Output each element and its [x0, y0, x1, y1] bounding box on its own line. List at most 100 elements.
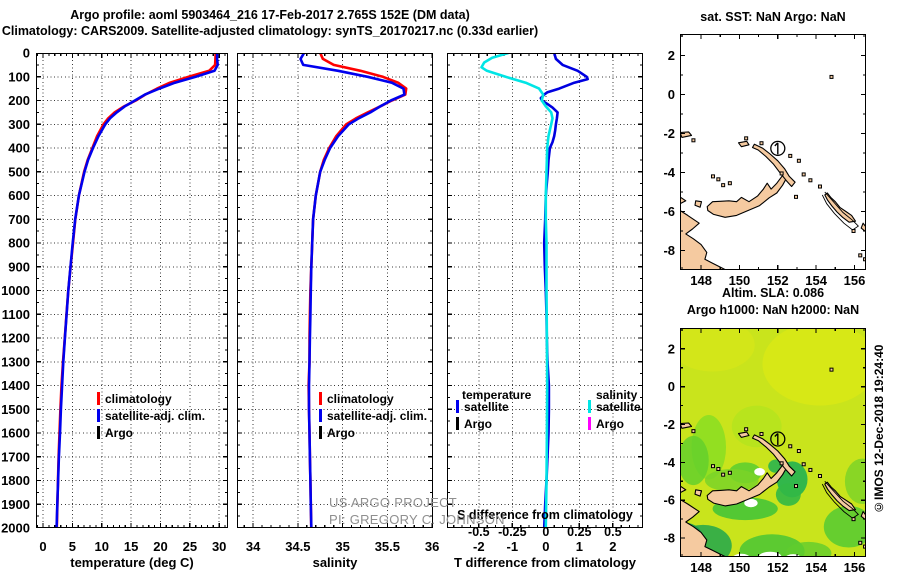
- legend-label: climatology: [105, 391, 172, 406]
- imos-credit: ©IMOS 12-Dec-2018 19:24:40: [872, 344, 886, 514]
- x-tick-label: 34.5: [285, 539, 310, 554]
- s-argo-line-swatch: [588, 417, 591, 430]
- panel-border: [679, 33, 867, 271]
- difference-profile-area: [447, 53, 643, 528]
- s-tick-label: 0.5: [604, 525, 621, 539]
- x-tick-label: 34: [246, 539, 261, 554]
- sst-map-labels: 148 150 152 154 156 2 0 -2 -4 -6 -8: [663, 48, 865, 288]
- depth-tick-label: 700: [8, 212, 30, 227]
- x-tick-label: 30: [212, 539, 226, 554]
- lat-tick-label: 2: [668, 341, 675, 356]
- s-tick-label: 0: [542, 525, 549, 539]
- figure-title-line1: Argo profile: aoml 5903464_216 17-Feb-20…: [70, 8, 470, 22]
- land-new-britain: [706, 464, 787, 507]
- depth-tick-label: 1600: [1, 426, 30, 441]
- legend-label: satellite-adj. clim.: [105, 408, 206, 423]
- depth-tick-label: 1100: [2, 307, 30, 322]
- legend-item-t-satellite: satellite: [456, 398, 509, 415]
- panel-border: [679, 327, 867, 558]
- legend-label: climatology: [327, 391, 394, 406]
- sla-patch: [785, 541, 832, 557]
- t-difference-axis-label: T difference from climatology: [453, 555, 637, 570]
- depth-tick-label: 200: [8, 93, 30, 108]
- legend-label: satellite-adj. clim.: [327, 408, 428, 423]
- climatology-line-swatch: [97, 392, 100, 405]
- depth-tick-label: 0: [23, 46, 30, 61]
- depth-tick-label: 300: [8, 117, 30, 132]
- temperature-profile-area: [36, 53, 228, 528]
- legend-label: Argo: [464, 416, 492, 431]
- legend-label: satellite: [464, 399, 509, 414]
- sla-map: 148 150 152 154 156 2 0 -2 -4 -6 -8: [663, 327, 867, 575]
- x-tick-label: 1: [576, 539, 583, 554]
- depth-tick-label: 600: [8, 188, 30, 203]
- legend-label: Argo: [596, 416, 624, 431]
- land-umboi: [694, 489, 703, 497]
- lat-tick-label: -6: [663, 204, 675, 219]
- panel-border: [236, 52, 434, 529]
- sla-patch: [680, 328, 755, 372]
- x-tick-label: 25: [183, 539, 197, 554]
- panel-border: [35, 52, 229, 529]
- x-tick-label: 15: [124, 539, 138, 554]
- lat-tick-label: -4: [663, 165, 675, 180]
- figure-title-line2: Climatology: CARS2009. Satellite-adjuste…: [1, 24, 539, 38]
- lat-tick-label: 0: [668, 87, 675, 102]
- lat-tick-label: -8: [663, 531, 675, 546]
- x-tick-label: 36: [425, 539, 439, 554]
- s-tick-label: -0.5: [468, 525, 490, 539]
- sla-patch: [762, 328, 866, 406]
- s-difference-axis-label: S difference from climatology: [457, 508, 633, 522]
- s-tick-label: -0.25: [498, 525, 527, 539]
- land-huon-blob: [680, 485, 687, 494]
- x-tick-label: 0: [542, 539, 549, 554]
- climatology-line-swatch: [319, 392, 322, 405]
- us-argo-project-note: US ARGO PROJECT: [329, 495, 458, 510]
- lon-tick-label: 156: [844, 560, 866, 575]
- lat-tick-label: -8: [663, 243, 675, 258]
- sla-patch: [844, 458, 866, 505]
- pi-note: PI: GREGORY C. JOHNSON: [329, 512, 505, 527]
- sla-patch: [731, 405, 782, 448]
- legend-item-argo: Argo: [97, 424, 205, 441]
- x-tick-label: 2: [609, 539, 616, 554]
- land-new-britain: [706, 174, 787, 218]
- depth-tick-label: 1800: [1, 473, 30, 488]
- lat-tick-label: -2: [663, 417, 675, 432]
- depth-tick-label: 400: [8, 141, 30, 156]
- sla-patch: [680, 435, 709, 486]
- grid: [237, 53, 433, 528]
- panel-border: [446, 52, 644, 529]
- sla-patch: [758, 551, 782, 557]
- difference-legend-temperature-header: temperature: [462, 388, 532, 402]
- temperature-profile: 0 5 10 15 20 25 300100200300400500600700800900…: [1, 46, 229, 554]
- depth-tick-label: 1500: [1, 402, 30, 417]
- depth-tick-label: 800: [8, 236, 30, 251]
- land-new-hanover: [737, 431, 750, 438]
- legend-item-satellite-adj: satellite-adj. clim.: [97, 407, 205, 424]
- difference-profile-labels: -2 -1 0 1 2 -0.5 -0.25 0 0.25 0.5: [468, 525, 622, 554]
- salinity-profile-labels: 34 34.5 35 35.5 36: [246, 539, 439, 554]
- difference-profile: -2 -1 0 1 2 -0.5 -0.25 0 0.25 0.5: [446, 52, 644, 554]
- temperature-legend: climatology satellite-adj. clim. Argo: [97, 390, 205, 441]
- s-tick-label: 0.25: [567, 525, 591, 539]
- lon-tick-label: 150: [729, 560, 751, 575]
- depth-tick-label: 1900: [1, 497, 30, 512]
- salinity-legend: climatology satellite-adj. clim. Argo: [319, 390, 427, 441]
- depth-tick-label: 1300: [1, 354, 30, 369]
- legend-item-s-argo: Argo: [588, 415, 641, 432]
- x-tick-label: 20: [153, 539, 167, 554]
- profile-curves: [480, 53, 589, 528]
- x-tick-label: 5: [69, 539, 76, 554]
- argo-float-marker: [770, 431, 786, 447]
- land-huon-blob: [680, 196, 687, 205]
- satellite-adj-line-swatch: [319, 409, 322, 422]
- difference-legend-temperature-col: satellite Argo: [456, 398, 509, 432]
- legend-label: Argo: [327, 425, 355, 440]
- sst-map-area: [680, 34, 866, 270]
- depth-tick-label: 1000: [1, 283, 30, 298]
- temperature-axis-label: temperature (deg C): [70, 555, 194, 570]
- land-new-hanover: [737, 140, 750, 148]
- lon-tick-label: 152: [767, 273, 789, 288]
- land-png-mainland: [680, 209, 728, 270]
